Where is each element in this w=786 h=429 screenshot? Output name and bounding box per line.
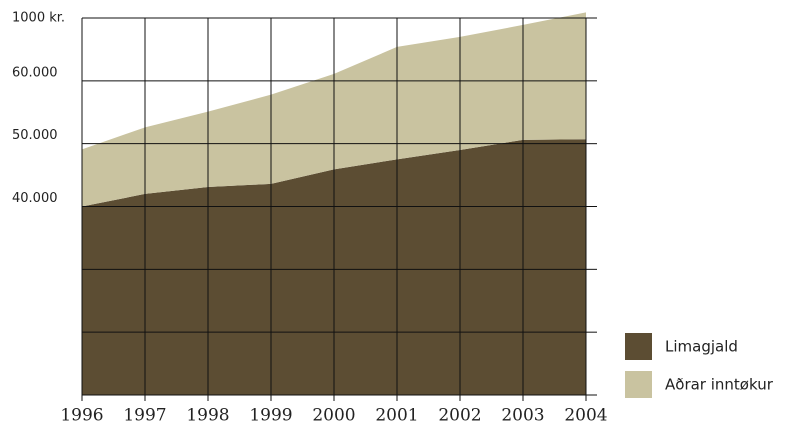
x-tick-label: 1999 — [249, 406, 292, 426]
x-tick-label: 2001 — [375, 406, 418, 426]
legend-label: Aðrar inntøkur — [665, 376, 774, 394]
x-tick-label: 2004 — [564, 406, 607, 426]
y-unit-label: 1000 kr. — [12, 11, 65, 26]
x-tick-label: 2003 — [501, 406, 544, 426]
y-tick-label: 50.000 — [12, 128, 58, 143]
x-tick-label: 1998 — [186, 406, 229, 426]
x-tick-label: 1997 — [123, 406, 166, 426]
x-tick-label: 2002 — [438, 406, 481, 426]
y-tick-label: 40.000 — [12, 191, 58, 206]
legend-swatch — [625, 371, 652, 398]
legend-swatch — [625, 333, 652, 360]
x-tick-label: 1996 — [60, 406, 103, 426]
legend-label: Limagjald — [665, 338, 738, 356]
x-tick-label: 2000 — [312, 406, 355, 426]
y-tick-label: 60.000 — [12, 65, 58, 80]
